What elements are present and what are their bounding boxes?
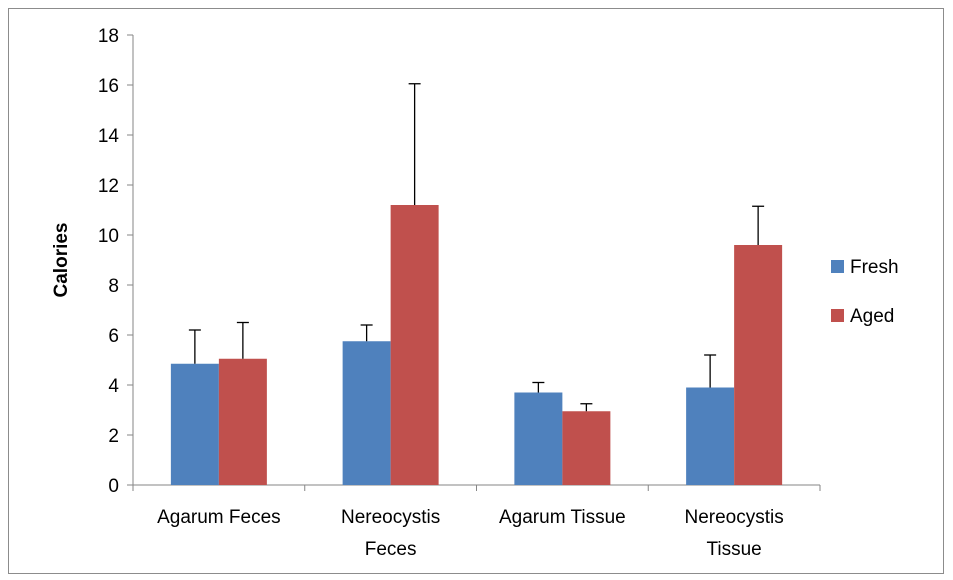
labels-layer: Agarum Feces Nereocystis Feces Agarum Tissu…	[157, 507, 784, 560]
bar-fresh-3	[686, 387, 735, 485]
y-tick-label: 14	[98, 126, 120, 147]
x-category-label: Tissue	[706, 539, 761, 560]
bar-aged-2	[562, 411, 611, 485]
y-axis-title: Calories	[51, 223, 72, 298]
x-category-label: Feces	[365, 539, 417, 560]
legend-label-fresh: Fresh	[850, 257, 899, 278]
y-tick-label: 10	[98, 226, 119, 247]
x-category-label: Agarum Tissue	[499, 507, 626, 528]
y-tick-label: 2	[108, 426, 119, 447]
y-tick-label: 18	[98, 26, 119, 47]
axes-layer: 0 2 4 6 8 10 12 14 16 18 Calories	[51, 26, 821, 497]
bar-aged-3	[734, 245, 783, 485]
x-category-label: Agarum Feces	[157, 507, 281, 528]
y-tick-label: 4	[108, 376, 119, 397]
x-category-label: Nereocystis	[341, 507, 440, 528]
bar-chart: 0 2 4 6 8 10 12 14 16 18 Calories Agarum Feces Nere…	[51, 26, 899, 560]
legend-label-aged: Aged	[850, 306, 894, 327]
y-tick-label: 6	[108, 326, 119, 347]
bar-fresh-1	[342, 341, 391, 485]
chart-frame: 0 2 4 6 8 10 12 14 16 18 Calories Agarum Feces Nere…	[8, 8, 944, 574]
bar-aged-1	[390, 205, 439, 485]
y-tick-label: 16	[98, 76, 119, 97]
y-tick-label: 8	[108, 276, 119, 297]
bar-aged-0	[218, 358, 267, 485]
legend-swatch-fresh	[831, 260, 844, 273]
bars-layer	[170, 205, 783, 485]
legend-swatch-aged	[831, 309, 844, 322]
error-bars-layer	[188, 83, 765, 412]
y-tick-label: 12	[98, 176, 119, 197]
bar-fresh-2	[514, 392, 563, 485]
y-tick-label: 0	[108, 476, 119, 497]
x-category-label: Nereocystis	[685, 507, 784, 528]
legend: Fresh Aged	[831, 257, 899, 327]
bar-fresh-0	[170, 363, 219, 485]
